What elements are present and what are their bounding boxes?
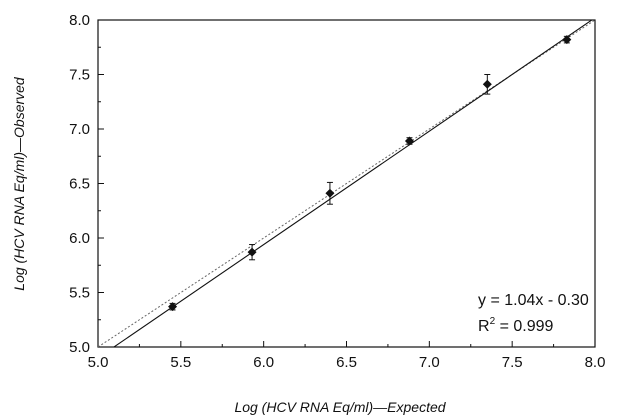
x-tick-label: 6.0 — [253, 354, 274, 371]
x-tick-label: 6.5 — [336, 354, 357, 371]
data-point — [482, 74, 492, 95]
x-tick-label: 8.0 — [585, 354, 606, 371]
diamond-marker — [404, 136, 414, 146]
y-tick-label: 7.0 — [69, 121, 90, 138]
data-point — [168, 302, 178, 312]
y-axis-title: Log (HCV RNA Eq/ml)—Observed — [11, 76, 27, 291]
r-squared-annotation: R2 = 0.999 — [478, 316, 554, 335]
x-tick-label: 5.0 — [88, 354, 109, 371]
diamond-marker — [325, 188, 335, 198]
diamond-marker — [247, 247, 257, 257]
x-axis: 5.0 5.5 6.0 6.5 7.0 7.5 8.0 — [88, 341, 606, 371]
y-tick-label: 5.5 — [69, 285, 90, 302]
x-tick-label: 7.5 — [502, 354, 523, 371]
x-tick-label: 7.0 — [419, 354, 440, 371]
x-axis-title: Log (HCV RNA Eq/ml)—Expected — [234, 399, 446, 415]
y-tick-label: 5.0 — [69, 339, 90, 356]
trend-lines — [98, 20, 595, 347]
data-point — [325, 181, 335, 205]
y-tick-label: 6.0 — [69, 230, 90, 247]
data-point — [404, 136, 414, 146]
y-axis: 5.0 5.5 6.0 6.5 7.0 7.5 8.0 — [69, 12, 104, 356]
diamond-marker — [168, 302, 178, 312]
data-point — [562, 35, 572, 45]
equation-annotation: y = 1.04x - 0.30 — [478, 292, 589, 309]
data-points — [168, 35, 572, 312]
y-tick-label: 6.5 — [69, 176, 90, 193]
data-point — [247, 244, 257, 261]
x-tick-label: 5.5 — [170, 354, 191, 371]
y-tick-label: 7.5 — [69, 67, 90, 84]
y-tick-label: 8.0 — [69, 12, 90, 29]
identity-line — [98, 20, 595, 347]
regression-line — [112, 20, 593, 347]
diamond-marker — [482, 79, 492, 89]
diamond-marker — [562, 35, 572, 45]
